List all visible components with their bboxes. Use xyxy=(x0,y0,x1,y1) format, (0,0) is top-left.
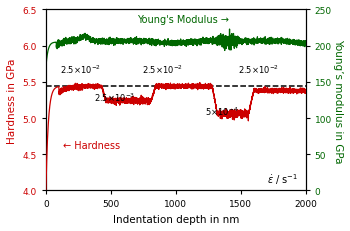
X-axis label: Indentation depth in nm: Indentation depth in nm xyxy=(113,214,239,224)
Text: Young's Modulus →: Young's Modulus → xyxy=(137,15,229,25)
Text: 5×10$^{-4}$: 5×10$^{-4}$ xyxy=(204,105,238,117)
Text: 2.5×10$^{-2}$: 2.5×10$^{-2}$ xyxy=(142,63,183,75)
Text: ← Hardness: ← Hardness xyxy=(63,141,120,151)
Y-axis label: Hardness in GPa: Hardness in GPa xyxy=(7,58,17,143)
Text: 2.5×10$^{-2}$: 2.5×10$^{-2}$ xyxy=(238,63,280,75)
Text: 2.5×10$^{-3}$: 2.5×10$^{-3}$ xyxy=(94,91,135,103)
Y-axis label: Young’s modulus in GPa: Young’s modulus in GPa xyxy=(333,39,343,162)
Text: 2.5×10$^{-2}$: 2.5×10$^{-2}$ xyxy=(61,63,102,75)
Text: $\dot{\varepsilon}$ / s$^{-1}$: $\dot{\varepsilon}$ / s$^{-1}$ xyxy=(267,172,298,186)
